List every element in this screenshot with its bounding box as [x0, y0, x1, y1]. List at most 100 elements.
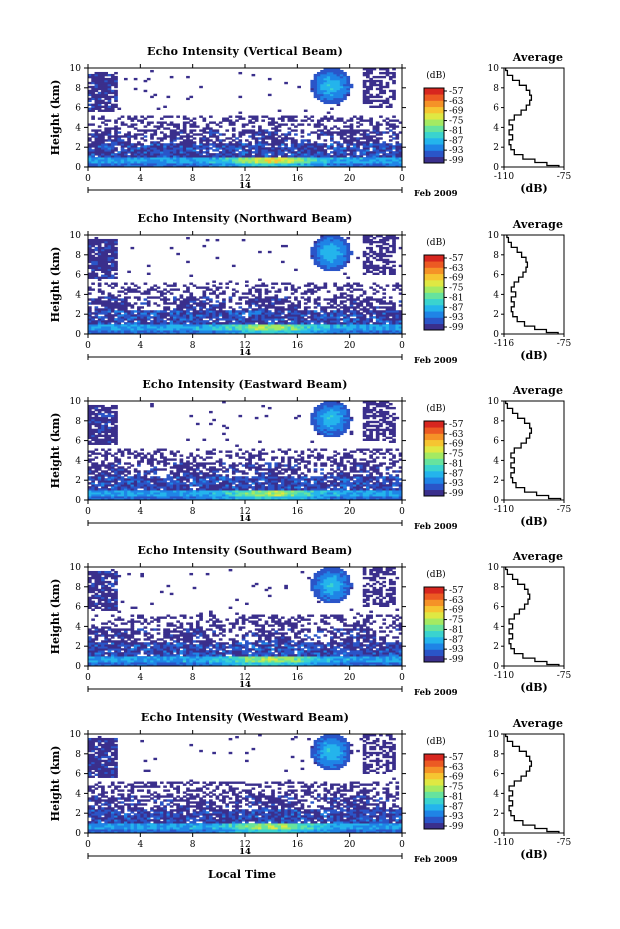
heatmap-cell [133, 161, 138, 164]
heatmap-cell [395, 149, 400, 152]
heatmap-cell [316, 121, 321, 124]
heatmap-cell [231, 648, 243, 651]
heatmap-cell [143, 650, 148, 653]
heatmap-cell [313, 478, 318, 481]
heatmap-cell [238, 155, 243, 158]
heatmap-cell [163, 652, 167, 655]
heatmap-cell [169, 145, 174, 148]
heatmap-cell [287, 163, 298, 166]
colorbar-tick-label: -99 [449, 489, 464, 499]
heatmap-cell [235, 618, 239, 621]
heatmap-cell [241, 638, 246, 641]
heatmap-cell [146, 664, 154, 667]
heatmap-cell [362, 95, 383, 99]
heatmap-cell [228, 149, 233, 152]
heatmap-cell [195, 478, 200, 481]
heatmap-cell [156, 462, 161, 465]
heatmap-cell [316, 414, 321, 418]
heatmap-cell [362, 482, 367, 485]
heatmap-cell [91, 318, 95, 321]
heatmap-cell [117, 476, 122, 479]
heatmap-cell [97, 432, 102, 436]
heatmap-cell [97, 252, 102, 256]
heatmap-cell [248, 332, 262, 335]
heatmap-cell [238, 462, 243, 465]
heatmap-cell [307, 486, 318, 489]
heatmap-cell [310, 250, 318, 254]
heatmap-cell [254, 310, 262, 313]
heatmap-cell [323, 133, 328, 136]
heatmap-cell [323, 332, 334, 335]
heatmap-cell [225, 151, 233, 154]
heatmap-cell [110, 454, 115, 457]
heatmap-cell [137, 322, 141, 325]
heatmap-cell [385, 478, 396, 481]
heatmap-cell [395, 165, 400, 168]
heatmap-cell [163, 159, 167, 162]
heatmap-cell [369, 664, 377, 667]
heatmap-cell [310, 656, 318, 659]
heatmap-cell [356, 484, 360, 487]
heatmap-cell [117, 616, 122, 619]
heatmap-cell [385, 147, 393, 150]
heatmap-cell [362, 101, 373, 105]
heatmap-cell [176, 486, 180, 489]
heatmap-cell [91, 434, 95, 438]
colorbar-swatch [424, 286, 444, 293]
heatmap-cell [212, 632, 216, 635]
heatmap-cell [388, 474, 393, 477]
heatmap-cell [297, 466, 301, 469]
heatmap-cell [343, 153, 347, 156]
heatmap-cell [153, 494, 167, 497]
heatmap-cell [130, 316, 138, 319]
heatmap-cell [385, 117, 390, 120]
heatmap-cell [130, 310, 135, 313]
heatmap-cell [107, 294, 115, 297]
heatmap-cell [107, 318, 115, 321]
heatmap-cell [343, 312, 347, 315]
heatmap-cell [316, 135, 321, 138]
heatmap-cell [326, 159, 331, 162]
heatmap-cell [280, 326, 285, 329]
heatmap-cell [280, 634, 285, 637]
heatmap-cell [339, 632, 344, 635]
heatmap-cell [114, 264, 118, 268]
heatmap-cell [392, 664, 403, 667]
heatmap-cell [173, 151, 177, 154]
colorbar-swatch [424, 119, 444, 126]
heatmap-cell [107, 650, 112, 653]
heatmap-cell [258, 141, 262, 144]
heatmap-cell [248, 145, 259, 148]
heatmap-cell [274, 310, 279, 313]
heatmap-cell [127, 476, 131, 479]
heatmap-cell [333, 238, 341, 242]
heatmap-cell [346, 246, 351, 250]
heatmap-cell [339, 250, 347, 254]
heatmap-cell [375, 426, 380, 430]
heatmap-cell [107, 240, 115, 244]
heatmap-cell [297, 328, 301, 331]
heatmap-cell [199, 656, 203, 659]
heatmap-cell [166, 161, 177, 164]
heatmap-cell [114, 452, 118, 455]
heatmap-cell [179, 328, 194, 331]
heatmap-cell [362, 401, 377, 404]
heatmap-cell [372, 308, 377, 311]
colorbar-frame [423, 87, 445, 164]
heatmap-cell [346, 636, 354, 639]
heatmap-cell [189, 484, 194, 487]
heatmap-cell [326, 428, 337, 432]
heatmap-cell [248, 314, 252, 317]
heatmap-cell [179, 131, 184, 134]
heatmap-cell [366, 155, 373, 158]
heatmap-cell [235, 163, 252, 166]
heatmap-cell [385, 284, 390, 287]
heatmap-cell [320, 320, 324, 323]
heatmap-cell [339, 73, 344, 77]
heatmap-cell [271, 119, 275, 122]
heatmap-cell [117, 290, 125, 293]
heatmap-cell [251, 117, 259, 120]
heatmap-cell [395, 286, 400, 289]
heatmap-cell [284, 464, 288, 467]
heatmap-cell [267, 406, 272, 410]
